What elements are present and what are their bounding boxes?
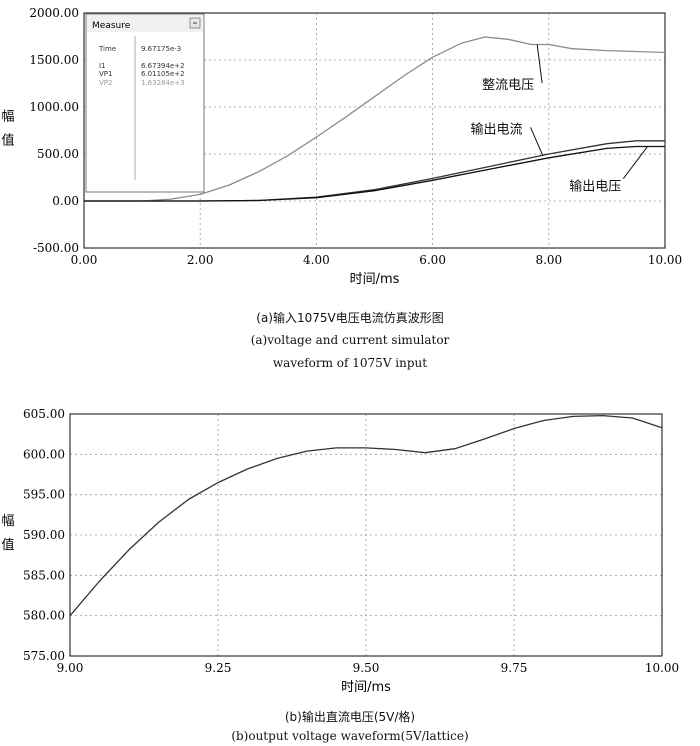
y-tick-label: 1500.00 bbox=[29, 53, 79, 67]
y-tick-label: 1000.00 bbox=[29, 100, 79, 114]
x-tick-label: 9.25 bbox=[205, 661, 232, 675]
y-tick-label: 585.00 bbox=[23, 568, 65, 582]
measure-row-label: VP1 bbox=[99, 70, 112, 78]
measure-row-value: 9.67175e-3 bbox=[141, 45, 181, 53]
series-line-0 bbox=[69, 414, 663, 617]
measure-row-label: VP2 bbox=[99, 79, 112, 87]
y-axis-label: 值 bbox=[1, 537, 14, 553]
y-tick-label: 500.00 bbox=[37, 147, 79, 161]
plot-frame bbox=[69, 413, 663, 657]
x-axis-label: 时间/ms bbox=[350, 272, 400, 287]
y-axis-label: 幅 bbox=[1, 514, 14, 529]
annotation-leader-line bbox=[530, 127, 544, 157]
x-tick-label: 0.00 bbox=[71, 253, 98, 267]
measure-panel: Measure Time 9.67175e-3 I1 6.67394e+2 VP1 6.01… bbox=[85, 13, 205, 193]
measure-row-value: 1.63284e+3 bbox=[141, 79, 185, 87]
y-tick-label: 0.00 bbox=[52, 194, 79, 208]
x-tick-label: 6.00 bbox=[419, 253, 446, 267]
measure-row-value: 6.01105e+2 bbox=[141, 70, 185, 78]
measure-row-value: 6.67394e+2 bbox=[141, 62, 185, 70]
series-line-0 bbox=[84, 36, 666, 202]
y-tick-label: 575.00 bbox=[23, 649, 65, 663]
x-tick-label: 2.00 bbox=[187, 253, 214, 267]
y-tick-label: 580.00 bbox=[23, 609, 65, 623]
x-tick-label: 9.75 bbox=[501, 661, 528, 675]
y-tick-label: 2000.00 bbox=[29, 6, 79, 20]
measure-row-label: I1 bbox=[99, 62, 106, 70]
plot-frame bbox=[83, 12, 666, 249]
measure-row-label: Time bbox=[98, 45, 116, 53]
annotation-leader-line bbox=[536, 44, 543, 84]
y-tick-label: 595.00 bbox=[23, 488, 65, 502]
series-line-2 bbox=[84, 145, 665, 202]
x-tick-label: 10.00 bbox=[645, 661, 679, 675]
annotation-leader-line bbox=[622, 146, 648, 179]
y-tick-label: 605.00 bbox=[23, 407, 65, 421]
measure-panel-title: Measure bbox=[92, 21, 131, 31]
caption-a-english-line1: (a)voltage and current simulator bbox=[250, 333, 450, 347]
chart-b: 9.00 9.25 9.50 9.75 10.00 575.00 580.00 585.00 5… bbox=[1, 407, 679, 695]
y-axis-label: 值 bbox=[1, 133, 14, 149]
chart-a: 0.00 2.00 4.00 6.00 8.00 10.00-500.000.00500.… bbox=[1, 6, 682, 287]
caption-a-english-line2: waveform of 1075V input bbox=[272, 356, 428, 370]
y-axis-label: 幅 bbox=[1, 110, 14, 125]
measure-panel-frame bbox=[85, 13, 205, 193]
x-tick-label: 9.50 bbox=[353, 661, 380, 675]
caption-a-chinese: (a)输入1075V电压电流仿真波形图 bbox=[256, 311, 444, 325]
y-tick-label: 600.00 bbox=[23, 447, 65, 461]
series-annotation-label: 输出电流 bbox=[471, 121, 523, 137]
caption-b-english: (b)output voltage waveform(5V/lattice) bbox=[231, 729, 469, 743]
x-tick-label: 9.00 bbox=[57, 661, 84, 675]
caption-b-chinese: (b)输出直流电压(5V/格) bbox=[284, 710, 416, 724]
y-tick-label: 590.00 bbox=[23, 528, 65, 542]
series-annotation-label: 输出电压 bbox=[569, 179, 621, 195]
x-tick-label: 10.00 bbox=[648, 253, 682, 267]
x-axis-label: 时间/ms bbox=[341, 680, 391, 695]
x-tick-label: 8.00 bbox=[535, 253, 562, 267]
x-tick-label: 4.00 bbox=[303, 253, 330, 267]
y-tick-label: -500.00 bbox=[33, 241, 79, 255]
series-annotation-label: 整流电压 bbox=[482, 78, 534, 93]
measure-panel-titlebar bbox=[87, 15, 203, 32]
